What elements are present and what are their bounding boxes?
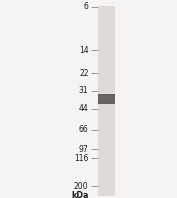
- Bar: [98, 94, 115, 104]
- Text: 66: 66: [79, 125, 88, 134]
- Text: 44: 44: [79, 104, 88, 113]
- Text: 31: 31: [79, 86, 88, 95]
- Bar: [98, 6, 115, 196]
- Text: 6: 6: [84, 2, 88, 11]
- Text: 22: 22: [79, 69, 88, 78]
- Bar: [99, 96, 114, 101]
- Text: 116: 116: [74, 154, 88, 163]
- Text: 97: 97: [79, 145, 88, 154]
- Text: 14: 14: [79, 46, 88, 55]
- Text: 200: 200: [74, 182, 88, 191]
- Text: kDa: kDa: [71, 191, 88, 198]
